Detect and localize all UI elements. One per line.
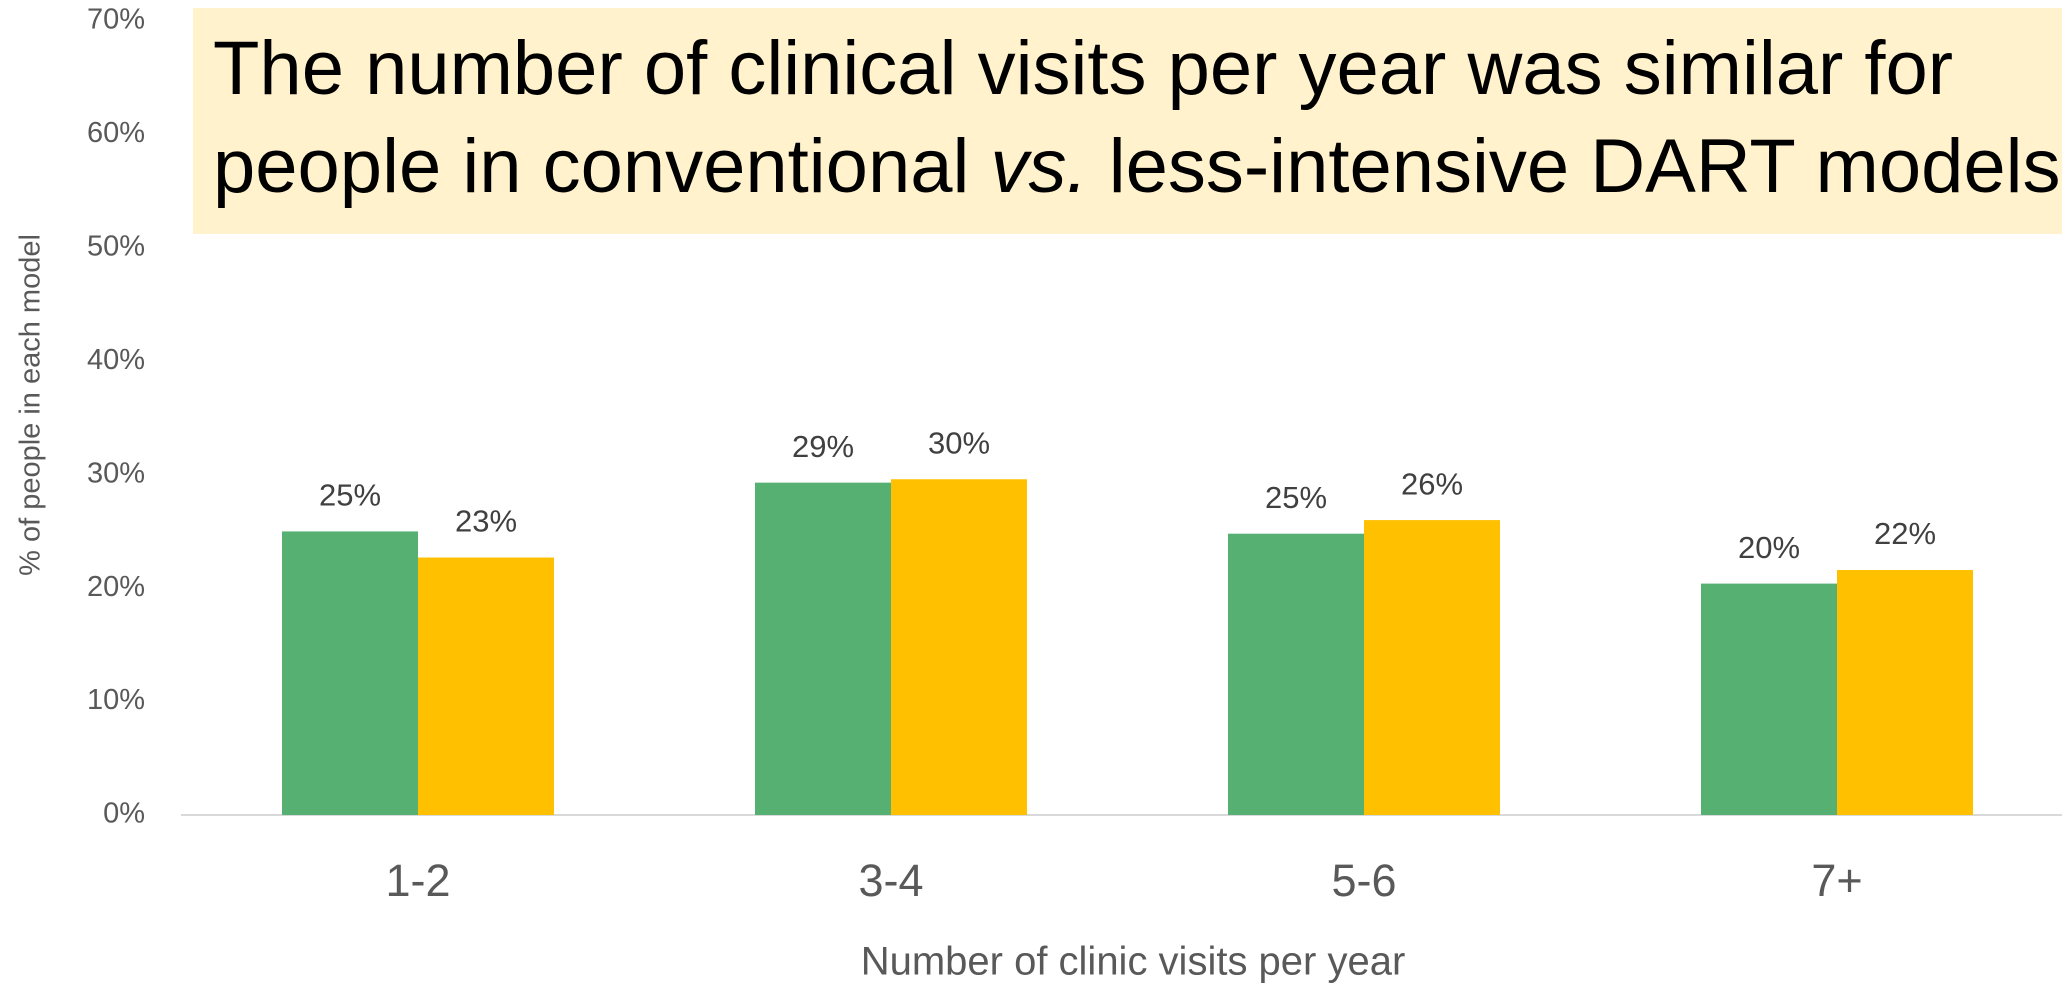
title-part: people in conventional [213, 124, 990, 209]
y-tick-label: 50% [87, 231, 145, 263]
bar [1364, 520, 1500, 815]
bar [891, 479, 1027, 815]
x-tick-label: 7+ [1811, 855, 1862, 906]
y-tick-label: 40% [87, 344, 145, 376]
x-tick-label: 5-6 [1331, 855, 1396, 906]
bar [282, 531, 418, 815]
bar [1837, 569, 1973, 815]
title-part: vs. [990, 124, 1087, 209]
value-label: 29% [792, 429, 854, 464]
value-label: 23% [455, 504, 517, 539]
value-label: 26% [1401, 466, 1463, 501]
value-label: 25% [1265, 480, 1327, 515]
value-label: 20% [1738, 530, 1800, 565]
title-part: less-intensive DART models [1088, 124, 2061, 209]
bar [1701, 583, 1837, 815]
y-axis-title: % of people in each model [15, 234, 47, 576]
value-label: 30% [928, 425, 990, 460]
x-axis-title: Number of clinic visits per year [861, 940, 1406, 984]
y-tick-label: 20% [87, 571, 145, 603]
y-tick-label: 30% [87, 457, 145, 489]
bar [1228, 533, 1364, 815]
y-tick-label: 0% [103, 798, 145, 830]
title-box [193, 8, 2062, 234]
y-tick-label: 10% [87, 684, 145, 716]
chart-title: The number of clinical visits per year w… [213, 26, 1953, 111]
y-tick-label: 60% [87, 117, 145, 149]
bar [418, 557, 554, 815]
x-tick-label: 1-2 [385, 855, 450, 906]
value-label: 25% [319, 478, 381, 513]
x-tick-label: 3-4 [858, 855, 923, 906]
chart-title: people in conventional vs. less-intensiv… [213, 124, 2061, 209]
y-tick-label: 70% [87, 4, 145, 36]
bar [755, 482, 891, 815]
value-label: 22% [1874, 516, 1936, 551]
